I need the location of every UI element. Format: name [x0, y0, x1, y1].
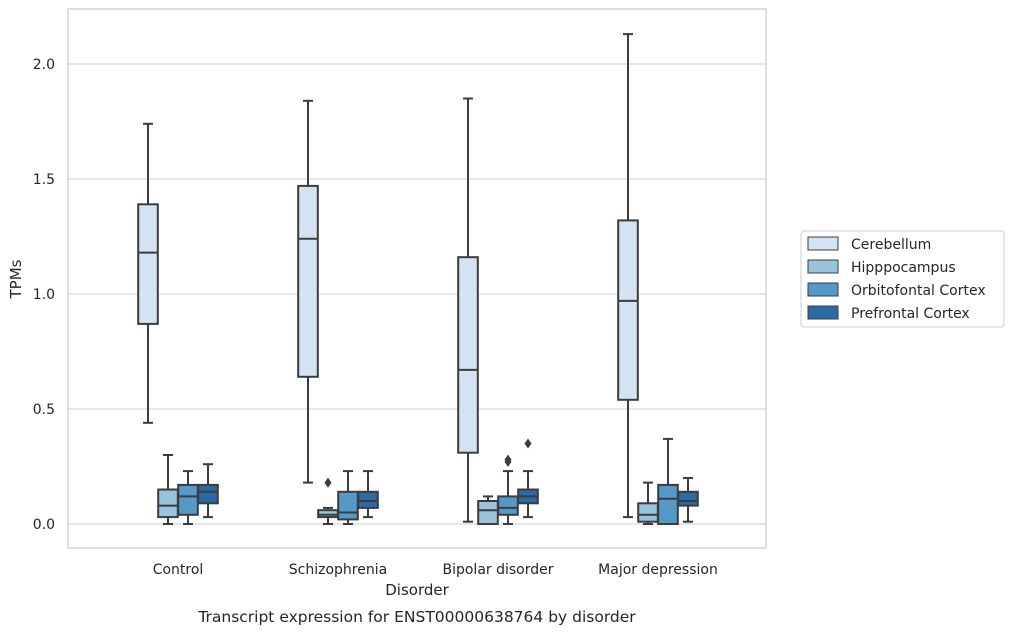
legend-swatch	[807, 282, 839, 297]
x-tick-label: Bipolar disorder	[442, 562, 553, 578]
box	[337, 470, 359, 525]
box	[517, 438, 539, 519]
box-body	[617, 219, 639, 401]
box	[637, 481, 659, 525]
outlier-point	[324, 477, 332, 488]
box	[317, 477, 339, 525]
box-body	[317, 509, 339, 519]
y-axis-label: TPMs	[7, 259, 25, 299]
legend-label: Prefrontal Cortex	[851, 306, 970, 322]
box	[357, 470, 379, 519]
y-tick-label: 2.0	[33, 57, 55, 73]
chart-title: Transcript expression for ENST0000063876…	[197, 608, 636, 626]
box-body	[297, 184, 319, 378]
box	[677, 477, 699, 523]
box	[657, 437, 679, 525]
y-tick-label: 1.5	[33, 172, 55, 188]
y-tick-label: 0.0	[33, 517, 55, 533]
outlier-point	[504, 454, 512, 465]
y-tick-labels: 0.0 0.5 1.0 1.5 2.0	[33, 57, 55, 533]
box-body	[677, 490, 699, 507]
box-body	[157, 488, 179, 519]
box	[297, 99, 319, 484]
legend-swatch	[807, 259, 839, 274]
legend-swatch	[807, 236, 839, 251]
plot-frame	[67, 8, 767, 549]
legend-frame	[800, 230, 1005, 328]
y-tick-label: 0.5	[33, 402, 55, 418]
box	[617, 33, 639, 519]
legend-swatch	[807, 305, 839, 320]
box	[137, 122, 159, 424]
box-body	[137, 203, 159, 325]
box-body	[497, 495, 519, 516]
legend-label: Orbitofontal Cortex	[851, 283, 986, 299]
x-axis-label: Disorder	[385, 581, 449, 599]
outlier-point	[524, 438, 532, 449]
box-body	[177, 483, 199, 516]
x-tick-labels: Control Schizophrenia Bipolar disorder Majo…	[153, 562, 718, 578]
box-body	[197, 483, 219, 505]
legend-label: Hipppocampus	[851, 260, 956, 276]
box	[457, 97, 479, 523]
box	[497, 454, 519, 525]
box	[197, 463, 219, 519]
legend: Cerebellum Hipppocampus Orbitofontal Corte…	[800, 230, 1005, 328]
y-tick-label: 1.0	[33, 287, 55, 303]
box-body	[337, 490, 359, 521]
box	[157, 454, 179, 525]
box-body	[357, 490, 379, 509]
x-tick-label: Control	[153, 562, 204, 578]
legend-label: Cerebellum	[851, 237, 931, 253]
x-tick-label: Schizophrenia	[289, 562, 387, 578]
x-tick-label: Major depression	[598, 562, 718, 578]
box-body	[657, 483, 679, 525]
box	[477, 495, 499, 525]
box-body	[477, 500, 499, 525]
box-body	[457, 256, 479, 454]
box	[177, 470, 199, 525]
box-body	[637, 502, 659, 523]
box-groups	[137, 33, 699, 525]
